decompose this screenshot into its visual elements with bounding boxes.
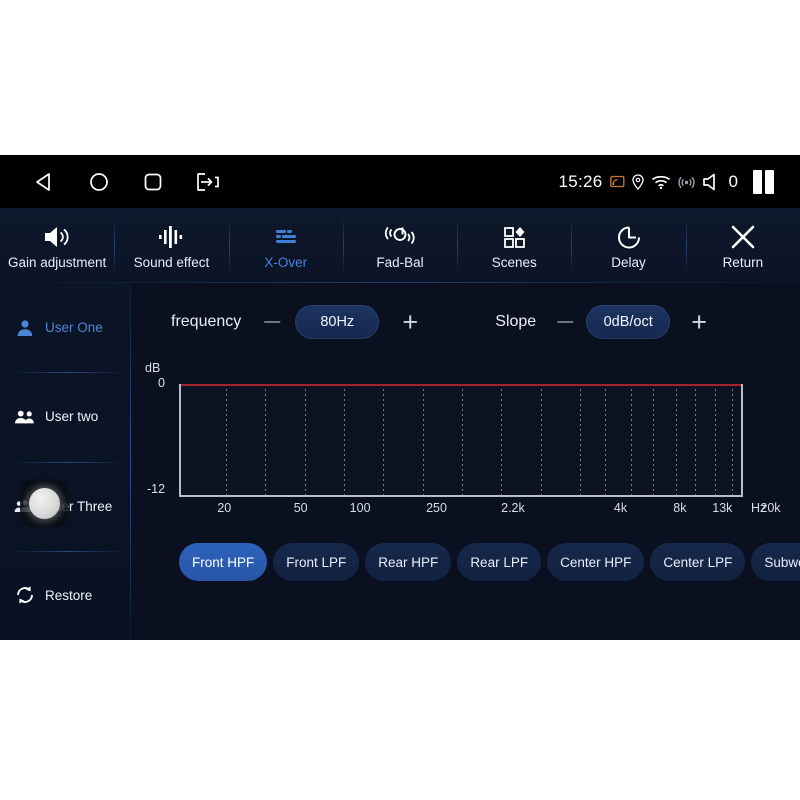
- tab-scenes[interactable]: Scenes: [457, 208, 571, 283]
- audio-bars-icon: [155, 221, 187, 251]
- slope-decrement-button[interactable]: —: [557, 313, 574, 330]
- stopwatch-icon: [613, 221, 645, 251]
- slope-label: Slope: [495, 313, 537, 330]
- slope-value[interactable]: 0dB/oct: [586, 305, 671, 339]
- x-tick: 100: [349, 501, 371, 515]
- sidebar-item-user-one[interactable]: User One: [0, 283, 131, 372]
- x-axis-tick-labels: 20 50 100 250 2.2k 4k 8k 13k 20k: [179, 501, 780, 519]
- x-tick: 50: [293, 501, 308, 515]
- back-icon[interactable]: [32, 169, 58, 195]
- fader-balance-icon: [383, 221, 417, 251]
- navigation-buttons: [0, 169, 220, 195]
- cast-icon: [609, 175, 625, 189]
- audio-dsp-app: 15:26: [0, 155, 800, 640]
- status-clock: 15:26: [558, 171, 603, 191]
- scenes-grid-icon: [498, 221, 530, 251]
- frequency-label: frequency: [171, 313, 242, 330]
- x-axis-unit-label: Hz: [751, 501, 767, 515]
- chip-rear-lpf[interactable]: Rear LPF: [457, 543, 542, 581]
- sidebar-item-user-three[interactable]: User Three: [0, 461, 131, 551]
- tab-label: Gain adjustment: [7, 255, 107, 270]
- tab-fad-bal[interactable]: Fad-Bal: [342, 208, 457, 283]
- slope-control: Slope — 0dB/oct +: [495, 305, 716, 339]
- chip-rear-hpf[interactable]: Rear HPF: [365, 543, 452, 581]
- crossover-controls: frequency — 80Hz + Slope — 0dB/oct +: [131, 293, 800, 351]
- chip-front-lpf[interactable]: Front LPF: [273, 543, 360, 581]
- y-tick-min: -12: [147, 482, 166, 496]
- frequency-decrement-button[interactable]: —: [264, 313, 281, 330]
- x-tick: 20k: [760, 501, 781, 515]
- hotspot-icon: [677, 174, 695, 190]
- x-tick: 4k: [613, 501, 628, 515]
- volume-level: 0: [728, 171, 738, 191]
- recents-icon[interactable]: [140, 169, 166, 195]
- tab-delay[interactable]: Delay: [571, 208, 685, 283]
- frequency-value[interactable]: 80Hz: [295, 305, 380, 339]
- chart-right-axis: [741, 384, 743, 495]
- user-preset-sidebar: User One User two: [0, 283, 131, 640]
- close-x-icon: [727, 221, 759, 251]
- x-over-panel: frequency — 80Hz + Slope — 0dB/oct + dB …: [131, 283, 800, 640]
- x-tick: 8k: [673, 501, 687, 515]
- sidebar-item-user-two[interactable]: User two: [0, 372, 131, 461]
- x-tick: 250: [426, 501, 447, 515]
- chip-subwoofer[interactable]: Subwoofer..: [751, 543, 800, 581]
- y-axis-unit-label: dB: [145, 361, 161, 375]
- chip-center-hpf[interactable]: Center HPF: [547, 543, 645, 581]
- filter-chip-row: Front HPF Front LPF Rear HPF Rear LPF Ce…: [179, 542, 800, 582]
- tab-label: Return: [722, 255, 764, 270]
- chart-plot-area[interactable]: [179, 384, 743, 497]
- sidebar-item-label: User Three: [45, 498, 113, 514]
- chip-front-hpf[interactable]: Front HPF: [179, 543, 268, 581]
- restore-refresh-icon: [14, 584, 36, 606]
- sidebar-item-label: User two: [45, 409, 99, 425]
- response-curve-front-hpf: [181, 384, 743, 386]
- y-tick-0: 0: [158, 376, 165, 390]
- tab-gain-adjustment[interactable]: Gain adjustment: [0, 208, 114, 283]
- split-screen-icon[interactable]: [753, 169, 774, 194]
- x-tick: 13k: [712, 501, 733, 515]
- tab-label: Delay: [611, 255, 646, 270]
- tab-return[interactable]: Return: [685, 208, 800, 283]
- single-user-icon: [14, 318, 36, 338]
- frequency-response-chart: dB 0 -12 20 5: [145, 361, 785, 525]
- chart-gridlines: [181, 384, 743, 495]
- sidebar-item-restore[interactable]: Restore: [0, 550, 131, 640]
- speaker-waves-icon: [41, 221, 73, 251]
- sidebar-item-label: Restore: [45, 587, 93, 603]
- top-tab-bar: Gain adjustment Sound effect: [0, 208, 800, 283]
- volume-icon[interactable]: [702, 172, 724, 192]
- tab-label: X-Over: [264, 255, 308, 270]
- tab-x-over[interactable]: X-Over: [228, 208, 343, 283]
- sidebar-item-label: User One: [45, 320, 103, 336]
- exit-app-icon[interactable]: [194, 169, 220, 195]
- status-indicators: 15:26: [558, 169, 800, 194]
- slope-increment-button[interactable]: +: [691, 306, 708, 337]
- tab-label: Sound effect: [133, 255, 210, 270]
- two-users-icon: [14, 407, 36, 427]
- x-tick: 2.2k: [501, 501, 525, 515]
- home-icon[interactable]: [86, 169, 112, 195]
- x-tick: 20: [217, 501, 232, 515]
- three-users-icon: [14, 496, 36, 516]
- wifi-icon: [651, 174, 671, 190]
- tab-label: Fad-Bal: [376, 255, 424, 270]
- tab-label: Scenes: [491, 255, 537, 270]
- frequency-increment-button[interactable]: +: [402, 306, 419, 337]
- tab-sound-effect[interactable]: Sound effect: [114, 208, 228, 283]
- frequency-control: frequency — 80Hz +: [171, 305, 427, 339]
- chip-center-lpf[interactable]: Center LPF: [650, 543, 746, 581]
- equalizer-sliders-icon: [270, 221, 302, 251]
- android-status-bar: 15:26: [0, 155, 800, 208]
- content-area: User One User two: [0, 283, 800, 640]
- location-pin-icon: [631, 173, 644, 190]
